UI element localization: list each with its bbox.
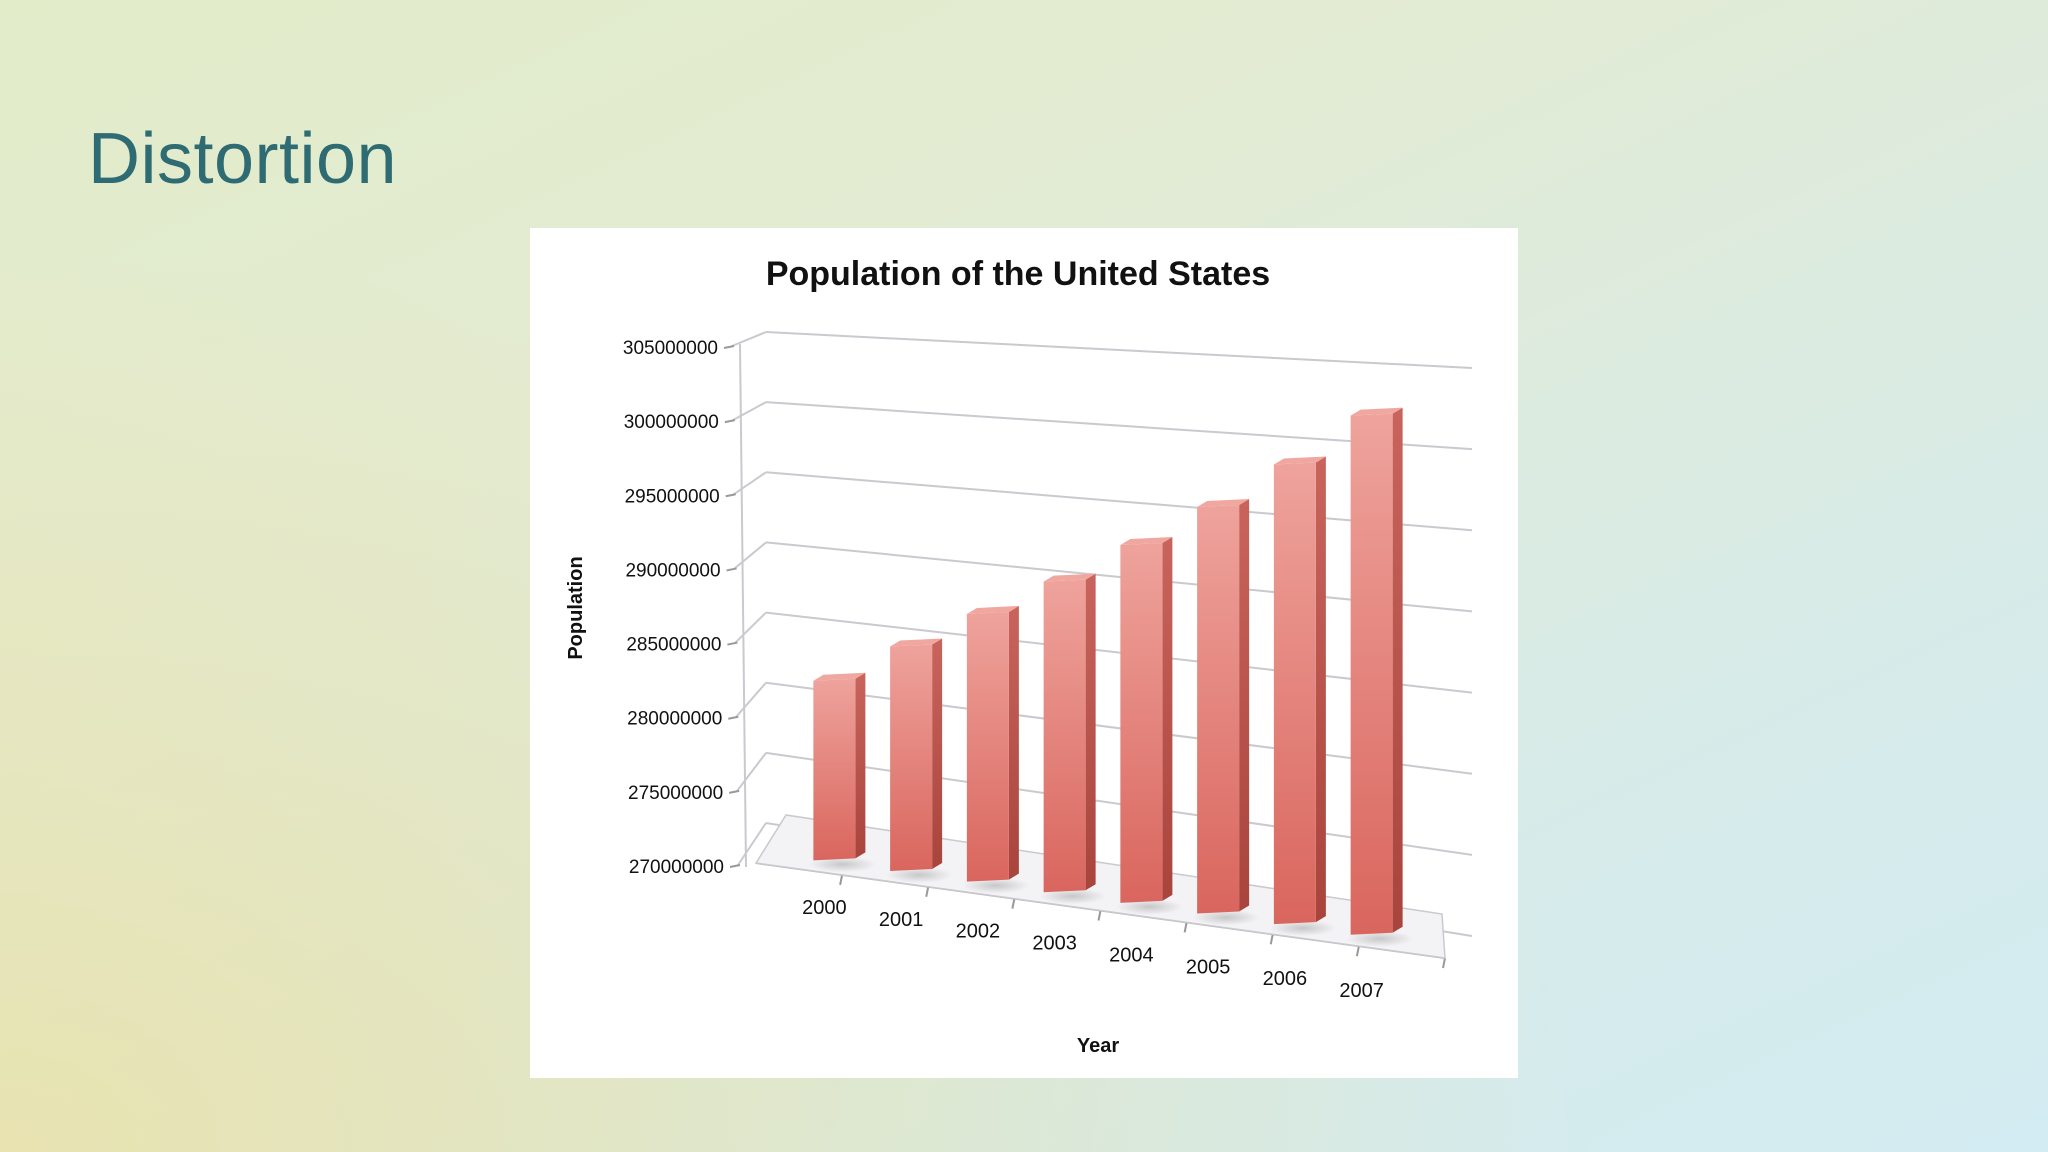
x-tick-mark	[1269, 934, 1274, 945]
population-bar-chart: Population of the United States Populati…	[565, 255, 1473, 1057]
gridline-side	[731, 331, 767, 347]
bar-top	[890, 638, 943, 647]
bar-side	[1239, 499, 1250, 912]
y-tick-mark	[725, 493, 736, 498]
x-tick-mark	[1011, 898, 1016, 909]
bar-side	[1008, 605, 1019, 880]
bar-shadow	[808, 856, 876, 873]
x-tick-label: 2004	[1109, 944, 1154, 966]
gridline-side	[737, 822, 767, 866]
y-tick-mark	[729, 864, 741, 868]
x-tick-label: 2002	[956, 921, 1001, 943]
bar	[813, 678, 856, 861]
gridline-side	[736, 752, 767, 792]
slide-title: Distortion	[88, 119, 398, 199]
bar-shadow	[1192, 909, 1260, 926]
gridline-side	[733, 541, 767, 570]
bar-top	[813, 672, 866, 681]
bar-top	[1273, 456, 1326, 465]
bar	[1350, 413, 1393, 935]
y-tick-label: 290000000	[625, 560, 720, 581]
y-tick-mark	[728, 715, 739, 720]
bar-side	[1392, 407, 1403, 933]
x-tick-label: 2005	[1186, 956, 1231, 978]
gridline-side	[732, 401, 767, 422]
bar-top	[1043, 573, 1096, 582]
bar	[1043, 579, 1086, 893]
x-tick-label: 2001	[879, 909, 924, 931]
chart-title: Population of the United States	[766, 255, 1270, 293]
bar-top	[1120, 537, 1173, 546]
bar-shadow	[1039, 888, 1107, 905]
gridline	[765, 331, 1473, 369]
x-tick-mark	[1442, 957, 1446, 969]
y-tick-label: 300000000	[624, 412, 719, 433]
y-tick-label: 280000000	[627, 709, 722, 730]
x-tick-labels: 2000 2001 2002 2003 2004 2005 2006 2007	[802, 897, 1384, 1002]
y-axis-line	[739, 343, 747, 868]
y-axis-label: Population	[565, 556, 587, 659]
bars	[808, 407, 1414, 947]
x-tick-mark	[839, 874, 844, 886]
bar	[1273, 462, 1316, 925]
y-tick-mark	[724, 419, 736, 424]
bar-side	[932, 638, 943, 869]
y-tick-mark	[728, 789, 740, 794]
y-tick-mark	[727, 641, 738, 646]
x-tick-label: 2006	[1263, 968, 1308, 990]
chart-panel: Population of the United States Populati…	[530, 228, 1518, 1078]
bar-side	[1085, 573, 1096, 891]
gridline-side	[734, 611, 767, 644]
y-tick-label: 295000000	[625, 486, 720, 507]
x-tick-mark	[925, 886, 930, 897]
bar-shadow	[1346, 930, 1414, 947]
bar	[1197, 505, 1240, 914]
x-tick-label: 2003	[1032, 933, 1077, 955]
bar-shadow	[885, 866, 953, 883]
y-tick-label: 270000000	[629, 857, 724, 878]
bar-shadow	[962, 877, 1030, 894]
bar-shadow	[1269, 920, 1337, 937]
y-tick-mark	[723, 345, 735, 349]
bar	[1120, 543, 1163, 903]
bar-top	[966, 605, 1019, 614]
x-tick-mark	[1097, 910, 1102, 921]
y-tick-labels: 270000000 275000000 280000000 285000000 2900…	[623, 338, 724, 878]
gridline-side	[733, 471, 767, 496]
x-tick-label: 2000	[802, 897, 847, 919]
bar-top	[1350, 407, 1403, 416]
y-tick-label: 285000000	[626, 635, 721, 656]
y-tick-label: 305000000	[623, 338, 718, 359]
gridline-side	[735, 682, 767, 718]
bar-side	[1162, 537, 1173, 901]
bar-top	[1197, 499, 1250, 508]
x-tick-mark	[1183, 922, 1188, 933]
bar	[966, 611, 1009, 882]
x-tick-label: 2007	[1339, 980, 1384, 1002]
y-tick-mark	[726, 567, 737, 572]
y-tick-label: 275000000	[628, 783, 723, 804]
bar	[890, 644, 933, 871]
x-tick-mark	[1355, 945, 1360, 957]
bar-side	[855, 672, 866, 859]
bar-side	[1315, 456, 1326, 923]
bar-shadow	[1115, 898, 1183, 915]
x-axis-label: Year	[1077, 1035, 1119, 1057]
